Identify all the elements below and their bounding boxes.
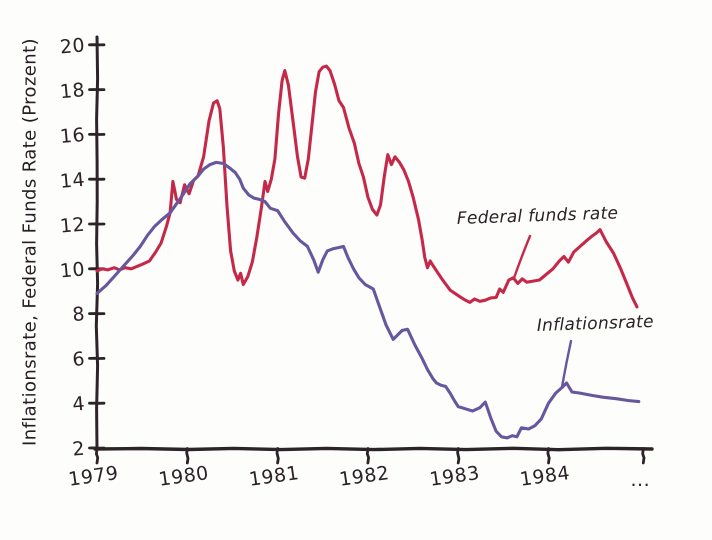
y-tick-label: 20	[59, 34, 86, 58]
series-line-inflationsrate	[95, 160, 641, 440]
x-tick	[456, 447, 461, 465]
series-line-federal-funds-rate	[95, 64, 639, 309]
x-tick-label: ...	[631, 469, 651, 491]
y-tick-label: 10	[59, 258, 86, 282]
x-tick-label: 1979	[67, 462, 120, 491]
x-tick	[641, 447, 646, 465]
x-tick	[365, 447, 371, 465]
y-tick-label: 6	[72, 348, 86, 371]
annotation-leader-federal-funds-rate	[512, 234, 532, 280]
x-tick-label: 1981	[248, 462, 301, 491]
x-tick-label: 1982	[338, 462, 391, 491]
y-tick-label: 4	[72, 393, 86, 416]
x-tick	[275, 447, 280, 465]
x-tick-label: 1984	[519, 462, 572, 491]
x-tick	[185, 447, 190, 465]
y-tick-label: 2	[72, 438, 86, 461]
annotation-label-inflationsrate: Inflationsrate	[536, 312, 654, 336]
x-tick-label: 1983	[428, 462, 481, 491]
y-tick-label: 14	[59, 169, 86, 193]
annotation-leader-inflationsrate	[560, 339, 573, 389]
annotations-group: Federal funds rate Inflationsrate	[456, 203, 654, 389]
annotation-label-federal-funds-rate: Federal funds rate	[456, 203, 618, 229]
y-axis-title: Inflationsrate, Federal Funds Rate (Proz…	[19, 38, 41, 446]
y-axis	[94, 35, 100, 451]
x-tick	[546, 447, 551, 465]
x-tick-label: 1980	[157, 462, 210, 491]
y-tick-label: 18	[59, 79, 86, 103]
series-group	[95, 64, 641, 440]
x-axis	[93, 446, 654, 452]
axes-group: 2 4 6 8 10 12 14 16 18 20 1979 1980 1981 1982 1983 1984…	[59, 34, 654, 491]
y-tick-label: 8	[72, 303, 86, 326]
y-tick-label: 12	[59, 214, 86, 238]
x-tick	[94, 447, 100, 465]
y-tick-label: 16	[59, 124, 86, 148]
